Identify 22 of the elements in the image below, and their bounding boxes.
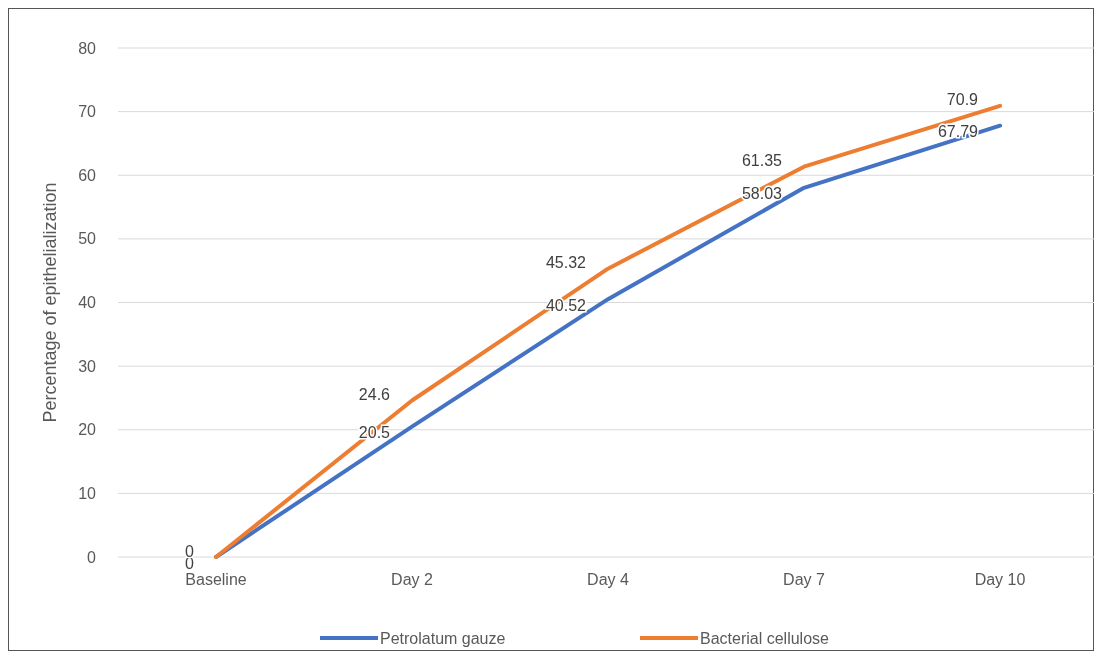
- legend-label: Bacterial cellulose: [700, 629, 830, 647]
- data-label: 61.35: [741, 152, 783, 170]
- data-label: 70.9: [946, 91, 979, 109]
- y-tick-label: 30: [78, 357, 97, 375]
- x-tick-label: Baseline: [185, 571, 247, 588]
- data-label: 45.32: [545, 254, 587, 272]
- y-tick-label: 40: [78, 294, 97, 312]
- y-tick-label: 10: [78, 484, 97, 502]
- y-tick-label: 20: [78, 421, 97, 439]
- x-tick-label: Day 7: [783, 571, 825, 588]
- y-tick-label: 80: [78, 39, 97, 57]
- y-tick-label: 70: [78, 103, 97, 121]
- y-tick-label: 50: [78, 230, 97, 248]
- data-label: 67.79: [937, 123, 979, 141]
- x-tick-label: Day 10: [974, 571, 1026, 588]
- y-axis-title: Percentage of epithelialization: [40, 182, 60, 423]
- x-tick-label: Day 4: [587, 571, 629, 588]
- y-tick-label: 60: [78, 166, 97, 184]
- legend-label: Petrolatum gauze: [380, 629, 506, 647]
- x-tick-label: Day 2: [391, 571, 433, 588]
- data-label: 24.6: [358, 386, 391, 404]
- y-tick-label: 0: [87, 548, 97, 566]
